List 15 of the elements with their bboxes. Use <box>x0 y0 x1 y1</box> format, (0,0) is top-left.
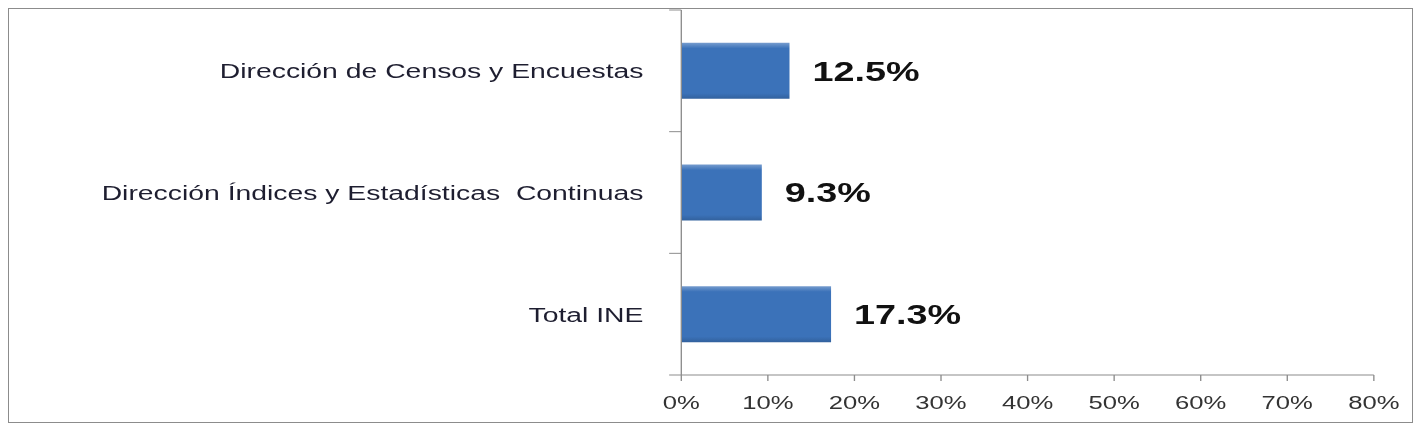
x-tick-label: 70% <box>1261 392 1313 414</box>
x-tick-label: 30% <box>915 392 967 414</box>
x-tick-label: 60% <box>1175 392 1227 414</box>
data-label: 12.5% <box>812 55 920 87</box>
x-tick-label: 20% <box>828 392 881 414</box>
y-tick-label: Dirección de Censos y Encuestas <box>219 58 644 83</box>
x-tick-label: 80% <box>1348 392 1400 414</box>
y-tick-label: Dirección Índices y Estadísticas Continuas <box>101 180 644 205</box>
x-tick-label: 50% <box>1088 392 1140 414</box>
x-tick-label: 40% <box>1001 392 1054 414</box>
x-tick-label: 10% <box>742 392 794 414</box>
data-label: 9.3% <box>784 177 871 209</box>
y-tick-label: Total INE <box>528 302 644 326</box>
x-tick-label: 0% <box>662 392 700 414</box>
data-label: 17.3% <box>854 298 962 330</box>
